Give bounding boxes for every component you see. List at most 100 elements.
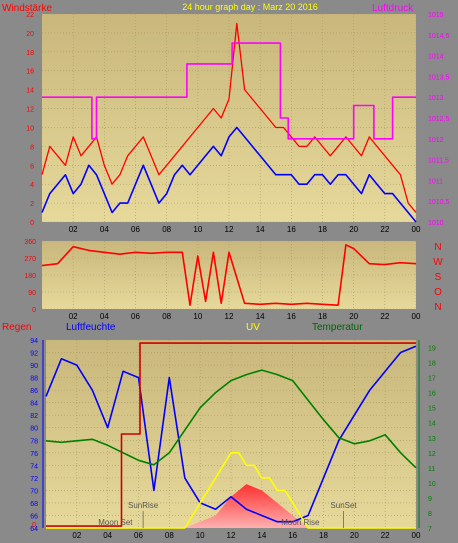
temperature-tick-label: 12 bbox=[428, 451, 436, 458]
x-tick-label: 04 bbox=[103, 531, 112, 540]
humidity-tick-label: 82 bbox=[30, 413, 38, 420]
y-right-tick-label: 1015 bbox=[428, 12, 444, 19]
direction-tick-label: 270 bbox=[24, 256, 36, 263]
temperature-tick-label: 19 bbox=[428, 346, 436, 353]
series-uv bbox=[46, 451, 416, 529]
y-left-tick-label: 10 bbox=[26, 125, 34, 132]
x-tick-label: 10 bbox=[196, 531, 205, 540]
x-tick-label: 00 bbox=[412, 312, 421, 321]
x-tick-label: 22 bbox=[381, 531, 390, 540]
x-tick-label: 22 bbox=[380, 312, 389, 321]
humidity-tick-label: 94 bbox=[30, 338, 38, 345]
humidity-tick-label: 78 bbox=[30, 438, 38, 445]
y-left-tick-label: 6 bbox=[30, 163, 34, 170]
temperature-tick-label: 7 bbox=[428, 526, 432, 533]
direction-tick-label: 180 bbox=[24, 273, 36, 280]
humidity-tick-label: 64 bbox=[30, 526, 38, 533]
x-tick-label: 20 bbox=[349, 312, 358, 321]
series-direction bbox=[41, 244, 417, 307]
series-mean bbox=[41, 126, 417, 223]
compass-label: O bbox=[434, 287, 442, 298]
x-tick-label: 14 bbox=[256, 225, 265, 234]
temperature-tick-label: 8 bbox=[428, 511, 432, 518]
wind-axis-label: Windstärke bbox=[2, 3, 52, 14]
x-tick-label: 08 bbox=[165, 531, 174, 540]
x-tick-label: 18 bbox=[319, 531, 328, 540]
x-tick-label: 18 bbox=[318, 225, 327, 234]
y-left-tick-label: 14 bbox=[26, 88, 34, 95]
x-tick-label: 20 bbox=[349, 225, 358, 234]
temperature-tick-label: 16 bbox=[428, 391, 436, 398]
annotation-label: SunSet bbox=[330, 501, 357, 510]
uv-label: UV bbox=[246, 322, 260, 333]
compass-label: W bbox=[433, 257, 443, 268]
y-left-tick-label: 0 bbox=[30, 220, 34, 227]
y-right-tick-label: 1012,5 bbox=[428, 116, 450, 123]
y-right-tick-label: 1010 bbox=[428, 220, 444, 227]
humidity-tick-label: 86 bbox=[30, 388, 38, 395]
humidity-tick-label: 70 bbox=[30, 488, 38, 495]
series-humidity bbox=[45, 345, 417, 523]
series-temperature bbox=[45, 369, 417, 469]
annotation-label: Moon Set bbox=[98, 518, 133, 527]
x-tick-label: 04 bbox=[100, 225, 109, 234]
y-right-tick-label: 1011 bbox=[428, 178, 443, 185]
x-tick-label: 16 bbox=[287, 225, 296, 234]
humidity-tick-label: 90 bbox=[30, 363, 38, 370]
x-tick-label: 14 bbox=[257, 531, 266, 540]
humidity-tick-label: 92 bbox=[30, 351, 38, 358]
direction-tick-label: 360 bbox=[24, 239, 36, 246]
y-left-tick-label: 12 bbox=[26, 107, 34, 114]
x-tick-label: 00 bbox=[412, 225, 421, 234]
humidity-tick-label: 80 bbox=[30, 426, 38, 433]
humidity-tick-label: 66 bbox=[30, 513, 38, 520]
x-tick-label: 08 bbox=[162, 225, 171, 234]
x-tick-label: 06 bbox=[131, 225, 140, 234]
chart-title: 24 hour graph day : Marz 20 2016 bbox=[182, 2, 318, 12]
y-left-tick-label: 22 bbox=[26, 12, 34, 19]
temperature-tick-label: 9 bbox=[428, 496, 432, 503]
temperature-tick-label: 10 bbox=[428, 481, 436, 488]
compass-label: N bbox=[434, 302, 441, 313]
humidity-label: Luftfeuchte bbox=[66, 322, 116, 333]
y-left-tick-label: 2 bbox=[30, 201, 34, 208]
y-right-tick-label: 1014,5 bbox=[428, 33, 450, 40]
series-gust bbox=[41, 22, 417, 213]
x-tick-label: 02 bbox=[69, 225, 78, 234]
humidity-tick-label: 76 bbox=[30, 451, 38, 458]
temperature-tick-label: 15 bbox=[428, 406, 436, 413]
temperature-tick-label: 13 bbox=[428, 436, 436, 443]
x-tick-label: 12 bbox=[227, 531, 236, 540]
annotation-label: SunRise bbox=[128, 501, 159, 510]
x-tick-label: 02 bbox=[72, 531, 81, 540]
temperature-label: Temperatur bbox=[312, 322, 363, 333]
compass-label: S bbox=[435, 272, 442, 283]
y-right-tick-label: 1012 bbox=[428, 137, 444, 144]
y-left-tick-label: 8 bbox=[30, 144, 34, 151]
x-tick-label: 08 bbox=[162, 312, 171, 321]
rain-label: Regen bbox=[2, 322, 31, 333]
x-tick-label: 06 bbox=[131, 312, 140, 321]
x-tick-label: 02 bbox=[69, 312, 78, 321]
y-right-tick-label: 1013,5 bbox=[428, 74, 450, 81]
y-right-tick-label: 1014 bbox=[428, 54, 444, 61]
compass-label: N bbox=[434, 242, 441, 253]
y-right-tick-label: 1011,5 bbox=[428, 158, 449, 165]
y-left-tick-label: 4 bbox=[30, 182, 34, 189]
x-tick-label: 12 bbox=[225, 225, 234, 234]
series-solar bbox=[184, 484, 309, 528]
rain-zero-label: 0 bbox=[32, 522, 36, 529]
x-tick-label: 06 bbox=[134, 531, 143, 540]
temperature-tick-label: 18 bbox=[428, 361, 436, 368]
annotation-label: Moon Rise bbox=[281, 518, 320, 527]
y-right-tick-label: 1013 bbox=[428, 95, 444, 102]
direction-tick-label: 0 bbox=[32, 307, 36, 314]
x-tick-label: 10 bbox=[193, 225, 202, 234]
temperature-tick-label: 17 bbox=[428, 376, 436, 383]
humidity-tick-label: 74 bbox=[30, 463, 38, 470]
y-left-tick-label: 20 bbox=[26, 31, 34, 38]
y-left-tick-label: 16 bbox=[26, 69, 34, 76]
x-tick-label: 10 bbox=[193, 312, 202, 321]
x-tick-label: 04 bbox=[100, 312, 109, 321]
